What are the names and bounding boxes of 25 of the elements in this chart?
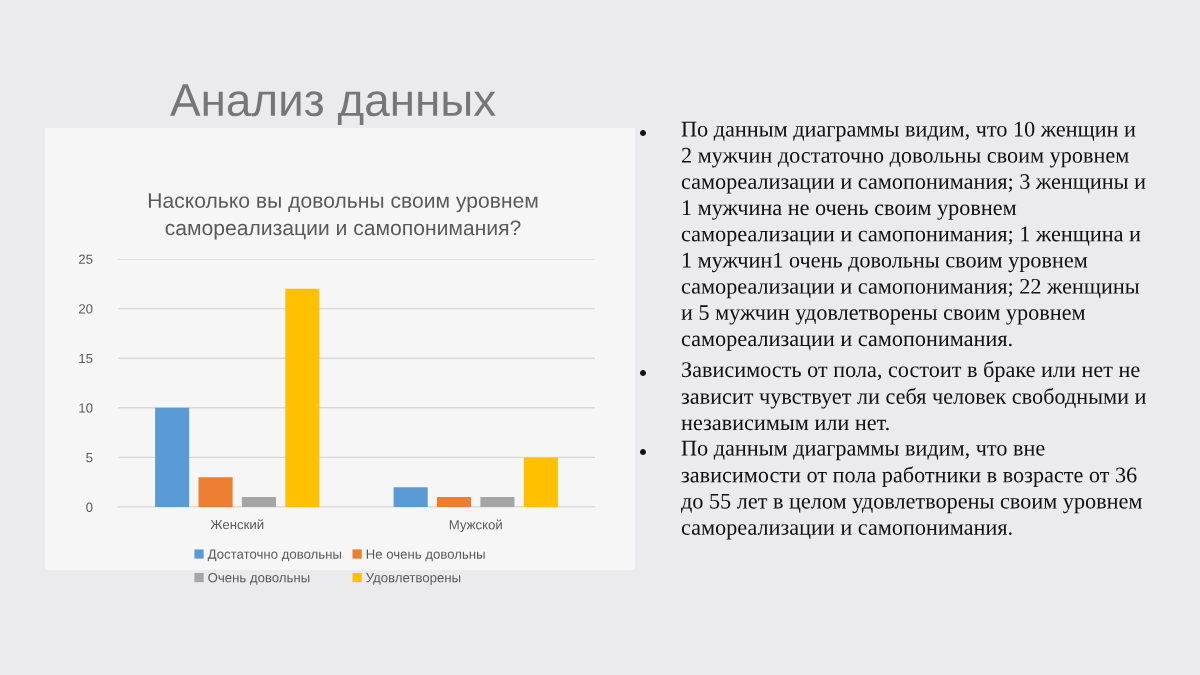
legend-label: Не очень довольны bbox=[366, 549, 485, 562]
x-tick-label: Женский bbox=[210, 519, 264, 530]
bar bbox=[393, 487, 428, 507]
legend-label: Очень довольны bbox=[208, 572, 310, 585]
y-tick-label: 25 bbox=[78, 254, 93, 264]
y-tick-label: 10 bbox=[79, 403, 93, 413]
text: Анализ данных bbox=[170, 84, 496, 125]
chart-title: Насколько вы довольны своим уровнем самореализации и самопонимания? bbox=[148, 193, 538, 240]
y-tick-label: 20 bbox=[78, 304, 93, 314]
text: По данным диаграммы видим, что 10 женщин и 2 мужчин достаточно довольны своим уровнем самореализации и самопонимания; 3 женщины и 1 мужчина не очень своим уровнем самореализации и самопонимания; 1 женщина и 1 мужчин1 очень довольны своим уровнем самореализации и самопонимания; 22 женщины и 5 мужчин удовлетворены своим уровнем самореализации и самопонимания. bbox=[681, 121, 1146, 351]
y-tick-label: 15 bbox=[79, 353, 93, 364]
text: Зависимость от пола, состоит в браке или нет не зависит чувствует ли себя человек свободными и независимым или нет. bbox=[681, 361, 1146, 431]
y-tick-label: 5 bbox=[86, 453, 93, 463]
bar bbox=[480, 497, 515, 507]
text: По данным диаграммы видим, что вне зависимости от пола работники в возрасте от 36 до 55 лет в целом удовлетворены своим уровнем самореализации и самопонимания. bbox=[681, 440, 1142, 540]
y-tick-label: 0 bbox=[86, 502, 93, 512]
bar bbox=[155, 407, 190, 507]
legend-label: Удовлетворены bbox=[366, 573, 461, 585]
bar bbox=[436, 497, 472, 507]
bar bbox=[285, 288, 320, 507]
legend-label: Достаточно довольны bbox=[207, 549, 342, 562]
x-tick-label: Мужской bbox=[449, 519, 502, 533]
bar bbox=[198, 477, 233, 507]
bar bbox=[241, 497, 277, 507]
bar bbox=[523, 457, 558, 507]
